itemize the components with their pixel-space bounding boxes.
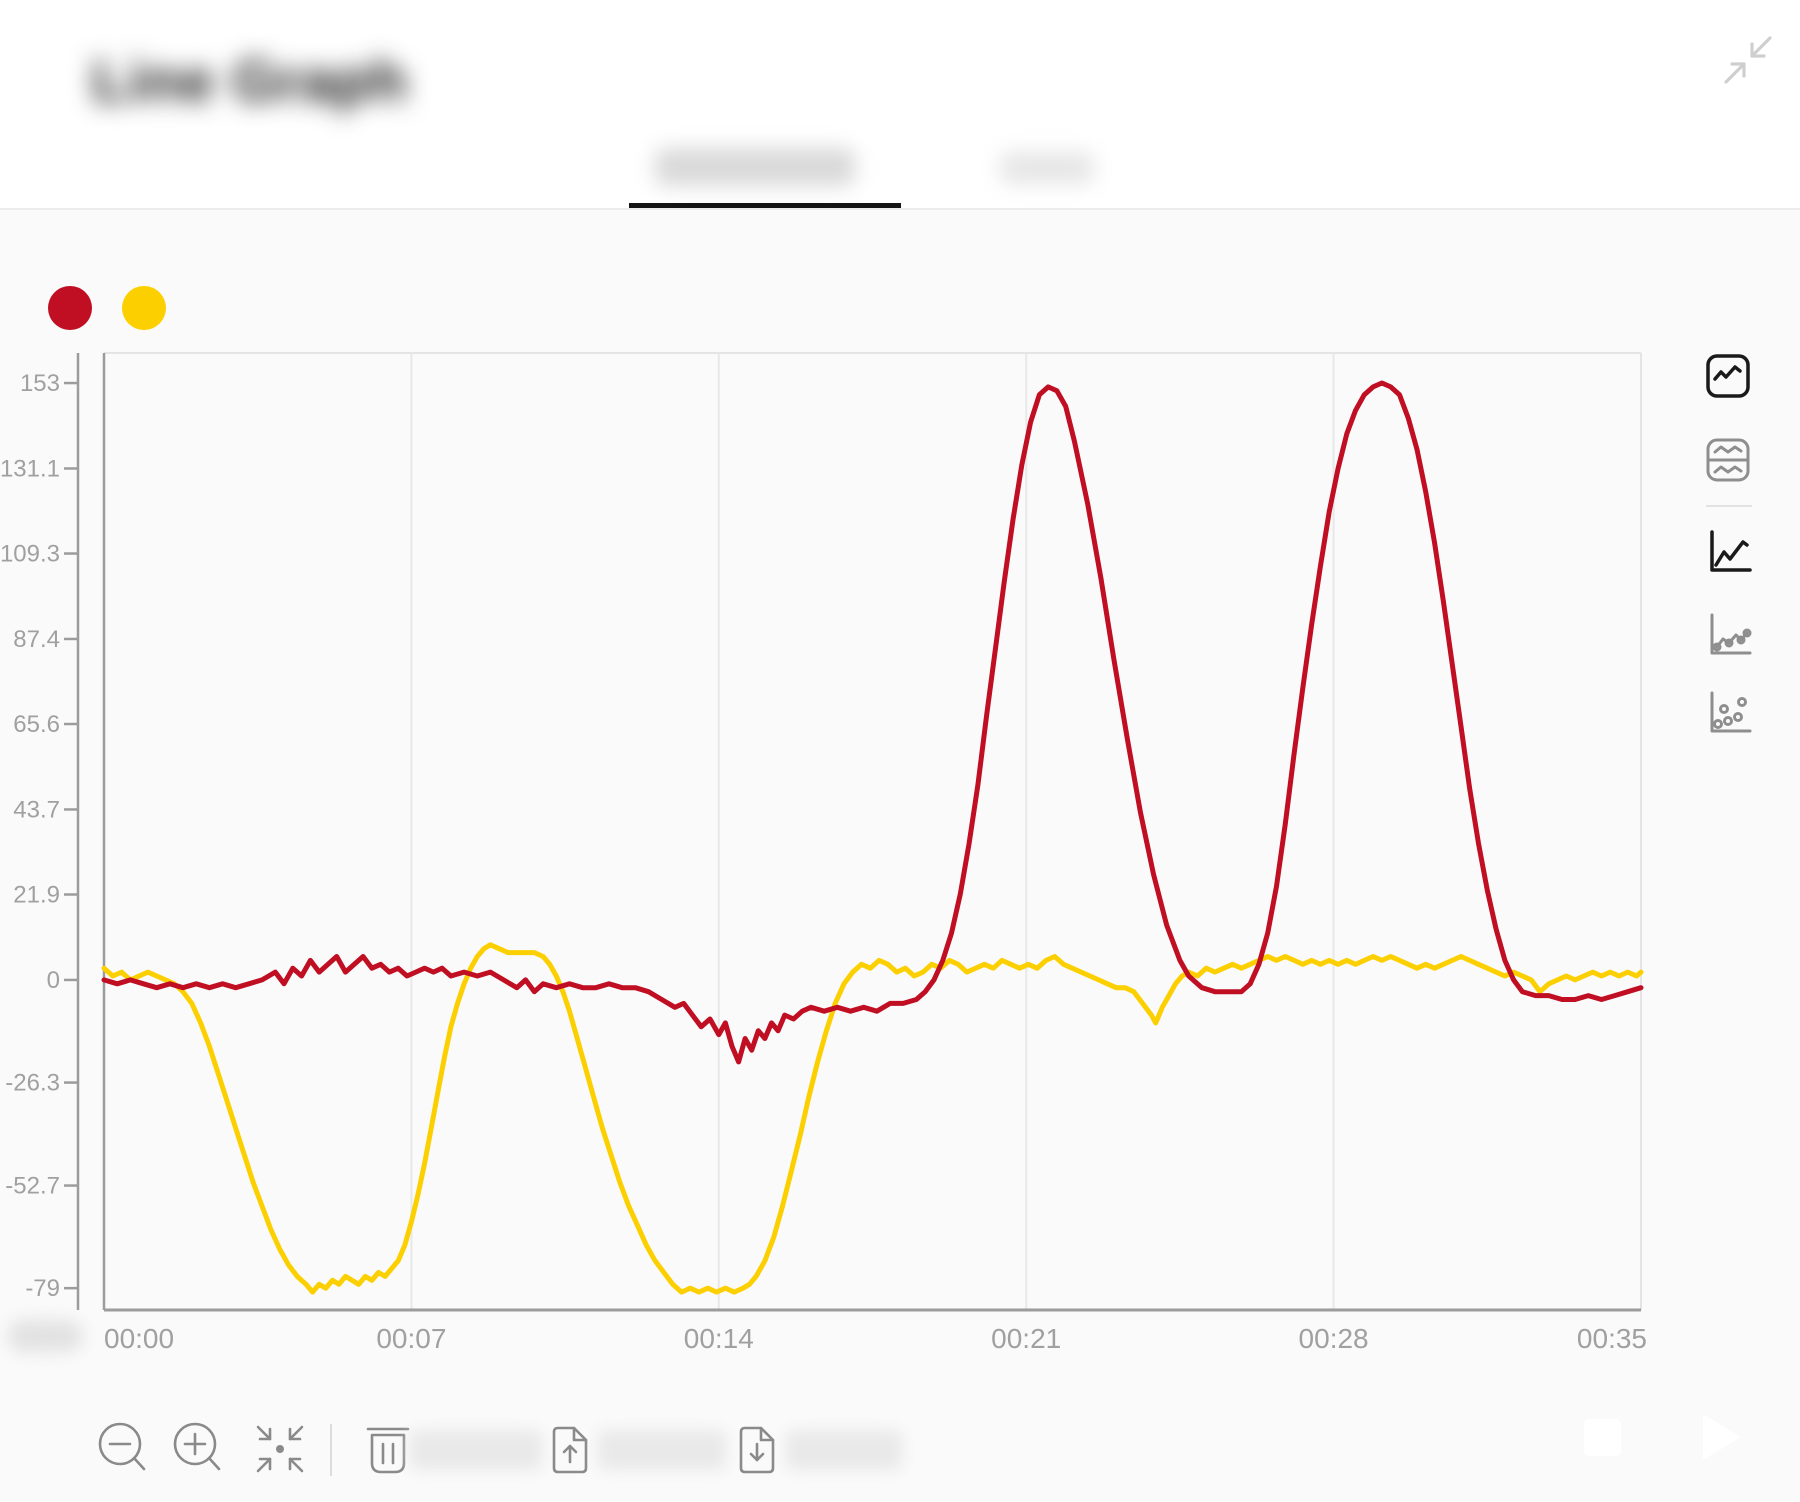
fit-view-icon xyxy=(256,1425,272,1441)
red-series-line xyxy=(101,380,1644,1065)
y-tick-label: 153 xyxy=(20,370,60,397)
view-single-chart-button[interactable] xyxy=(1706,354,1750,398)
scatter-chart-type-button[interactable] xyxy=(1710,691,1752,733)
play-button[interactable] xyxy=(1664,1384,1770,1490)
y-tick-label: 87.4 xyxy=(13,626,60,653)
y-tick-label: -79 xyxy=(25,1275,60,1302)
y-tick-label: -26.3 xyxy=(5,1070,60,1097)
file-upload-blurred-label xyxy=(598,1430,726,1470)
yellow-series-line xyxy=(101,942,1644,1295)
zoom-in-button[interactable] xyxy=(173,1422,221,1471)
zoom-out-icon xyxy=(98,1422,142,1466)
y-tick-label: 21.9 xyxy=(13,882,60,909)
collapse-icon[interactable] xyxy=(1718,30,1782,90)
x-tick-label: 00:14 xyxy=(684,1323,754,1354)
page-header: Line Graph xyxy=(0,0,1800,210)
x-tick-label: 00:21 xyxy=(991,1323,1061,1354)
legend-dot-red-series xyxy=(48,286,92,330)
tab-underline xyxy=(629,203,901,208)
zoom-out-button[interactable] xyxy=(98,1422,146,1471)
chart-plot-area[interactable] xyxy=(104,353,1641,1310)
y-tick-label: 43.7 xyxy=(13,796,60,823)
file-download-icon xyxy=(739,1426,775,1474)
axis-unit-blurred-label xyxy=(8,1320,82,1352)
chart-view-rail xyxy=(1706,354,1752,733)
play-icon xyxy=(1703,1414,1741,1460)
line-points-chart-icon xyxy=(1710,613,1752,655)
x-tick-label: 00:00 xyxy=(104,1323,174,1354)
line-chart-icon xyxy=(1710,530,1752,572)
y-tick-label: 109.3 xyxy=(0,541,60,568)
x-tick-label: 00:35 xyxy=(1577,1323,1647,1354)
trash-blurred-label xyxy=(410,1430,542,1470)
file-upload-icon xyxy=(552,1426,588,1474)
x-tick-label: 00:07 xyxy=(376,1323,446,1354)
trash-button[interactable] xyxy=(366,1427,410,1474)
stop-icon xyxy=(1583,1418,1621,1456)
fit-view-button[interactable] xyxy=(256,1425,304,1473)
tab-secondary-blurred-label[interactable] xyxy=(1000,152,1094,184)
stop-button[interactable] xyxy=(1549,1384,1655,1490)
y-tick-label: 131.1 xyxy=(0,455,60,482)
file-download-button[interactable] xyxy=(739,1426,775,1474)
y-tick-label: -52.7 xyxy=(5,1173,60,1200)
file-upload-button[interactable] xyxy=(552,1426,588,1474)
legend-dot-yellow-series xyxy=(122,286,166,330)
y-tick-label: 65.6 xyxy=(13,711,60,738)
line-points-chart-type-button[interactable] xyxy=(1710,613,1752,655)
line-chart-type-button[interactable] xyxy=(1710,530,1752,572)
file-download-blurred-label xyxy=(786,1430,902,1470)
tab-graph-blurred-label[interactable] xyxy=(655,148,855,186)
x-tick-label: 00:28 xyxy=(1299,1323,1369,1354)
chart-toolbar xyxy=(98,1422,902,1476)
y-tick-label: 0 xyxy=(47,967,60,994)
view-single-chart-icon xyxy=(1706,354,1750,398)
page-title: Line Graph xyxy=(92,49,409,114)
scatter-chart-icon xyxy=(1710,691,1752,733)
zoom-in-icon xyxy=(173,1422,217,1466)
view-split-chart-button[interactable] xyxy=(1706,438,1750,482)
